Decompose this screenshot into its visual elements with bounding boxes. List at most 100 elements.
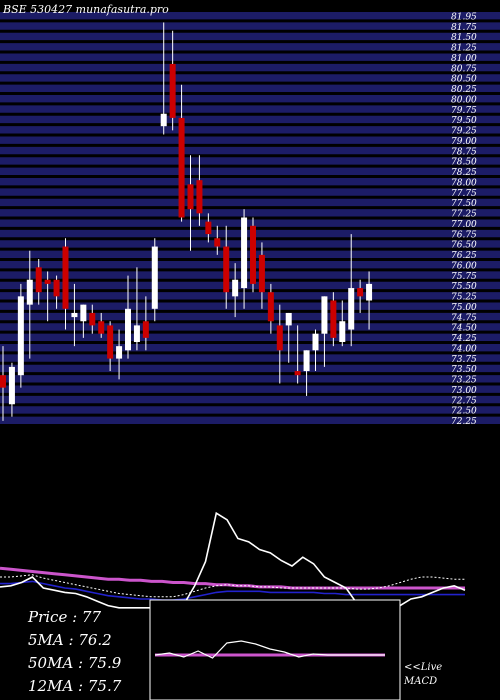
- grid-band: [0, 167, 500, 175]
- candle-down: [276, 325, 283, 351]
- live-label: <<Live: [404, 662, 442, 673]
- grid-band: [0, 95, 500, 103]
- y-tick-label: 81.75: [451, 23, 477, 33]
- grid-band: [0, 209, 500, 217]
- y-tick-label: 80.75: [451, 64, 477, 74]
- y-tick-label: 74.75: [451, 313, 477, 323]
- candle-down: [44, 279, 51, 284]
- ma50-readout: 50MA : 75.9: [28, 654, 122, 672]
- grid-band: [0, 126, 500, 134]
- grid-band: [0, 53, 500, 61]
- grid-band: [0, 292, 500, 300]
- ma5-readout: 5MA : 76.2: [28, 631, 112, 649]
- y-tick-label: 72.25: [451, 417, 477, 427]
- grid-band: [0, 302, 500, 310]
- y-tick-label: 81.00: [451, 54, 477, 64]
- y-tick-label: 73.25: [451, 376, 477, 386]
- candle-down: [89, 312, 96, 326]
- y-tick-label: 73.50: [451, 365, 477, 375]
- y-tick-label: 75.50: [451, 282, 477, 292]
- candle-down: [205, 221, 212, 235]
- y-tick-label: 77.25: [451, 210, 477, 220]
- y-tick-label: 74.50: [451, 324, 477, 334]
- macd-line: [154, 640, 385, 659]
- grid-band: [0, 344, 500, 352]
- y-tick-label: 79.00: [451, 137, 477, 147]
- candle-down: [330, 300, 337, 338]
- y-tick-label: 77.00: [451, 220, 477, 230]
- y-tick-label: 75.00: [451, 303, 477, 313]
- grid-band: [0, 115, 500, 124]
- y-tick-label: 81.95: [451, 12, 477, 22]
- grid-band: [0, 385, 500, 393]
- grid-band: [0, 74, 500, 82]
- grid-band: [0, 395, 500, 404]
- grid-band: [0, 333, 500, 341]
- grid-band: [0, 416, 500, 424]
- y-tick-label: 72.50: [451, 407, 477, 417]
- y-tick-label: 76.75: [451, 230, 477, 240]
- candle-up: [366, 283, 373, 301]
- price-axis: 81.9581.7581.5081.2581.0080.7580.5080.25…: [451, 12, 477, 427]
- candle-down: [142, 321, 149, 338]
- candle-up: [151, 246, 158, 309]
- price-readout: Price : 77: [27, 608, 101, 626]
- candle-down: [187, 184, 194, 210]
- y-tick-label: 80.25: [451, 85, 477, 95]
- y-tick-label: 79.75: [451, 106, 477, 116]
- grid-band: [0, 323, 500, 331]
- candlestick-series: [0, 22, 373, 421]
- y-tick-label: 79.50: [451, 116, 477, 126]
- ma-blue-line: [0, 580, 465, 601]
- grid-band: [0, 375, 500, 383]
- y-tick-label: 79.25: [451, 127, 477, 137]
- y-tick-label: 80.50: [451, 75, 477, 85]
- grid-band: [0, 136, 500, 144]
- y-tick-label: 73.75: [451, 355, 477, 365]
- grid-band: [0, 84, 500, 92]
- y-tick-label: 78.25: [451, 168, 477, 178]
- y-tick-label: 77.50: [451, 199, 477, 209]
- grid-band: [0, 198, 500, 207]
- y-tick-label: 78.00: [451, 178, 477, 188]
- y-tick-label: 76.00: [451, 261, 477, 271]
- candle-down: [62, 246, 69, 309]
- candle-down: [53, 279, 60, 297]
- y-tick-label: 76.50: [451, 241, 477, 251]
- y-tick-label: 77.75: [451, 189, 477, 199]
- candle-up: [241, 217, 248, 289]
- grid-band: [0, 105, 500, 113]
- candle-up: [116, 346, 123, 359]
- grid-band: [0, 364, 500, 373]
- candle-down: [178, 117, 185, 218]
- ma12-readout: 12MA : 75.7: [28, 677, 122, 695]
- candle-up: [348, 288, 355, 330]
- candle-up: [80, 304, 87, 322]
- chart-title: BSE 530427 munafasutra.pro: [2, 3, 169, 16]
- grid-band: [0, 188, 500, 196]
- candle-down: [214, 238, 221, 247]
- grid-band: [0, 406, 500, 414]
- ma-white-dotted-line: [0, 574, 465, 598]
- grid-band: [0, 157, 500, 165]
- candle-up: [160, 113, 167, 127]
- y-tick-label: 73.00: [451, 386, 477, 396]
- grid-band: [0, 354, 500, 362]
- y-tick-label: 75.25: [451, 293, 477, 303]
- candle-down: [258, 254, 265, 293]
- grid-band: [0, 281, 500, 290]
- candle-up: [17, 296, 24, 376]
- y-tick-label: 78.75: [451, 147, 477, 157]
- macd-label: MACD: [403, 676, 437, 687]
- candle-up: [232, 279, 239, 297]
- grid-band: [0, 43, 500, 51]
- grid-band: [0, 63, 500, 72]
- grid-band: [0, 312, 500, 321]
- candle-down: [250, 225, 256, 284]
- grid-band: [0, 22, 500, 30]
- grid-band: [0, 32, 500, 41]
- candle-down: [107, 325, 114, 359]
- y-tick-label: 81.25: [451, 44, 477, 54]
- y-tick-label: 81.50: [451, 33, 477, 43]
- grid-band: [0, 219, 500, 227]
